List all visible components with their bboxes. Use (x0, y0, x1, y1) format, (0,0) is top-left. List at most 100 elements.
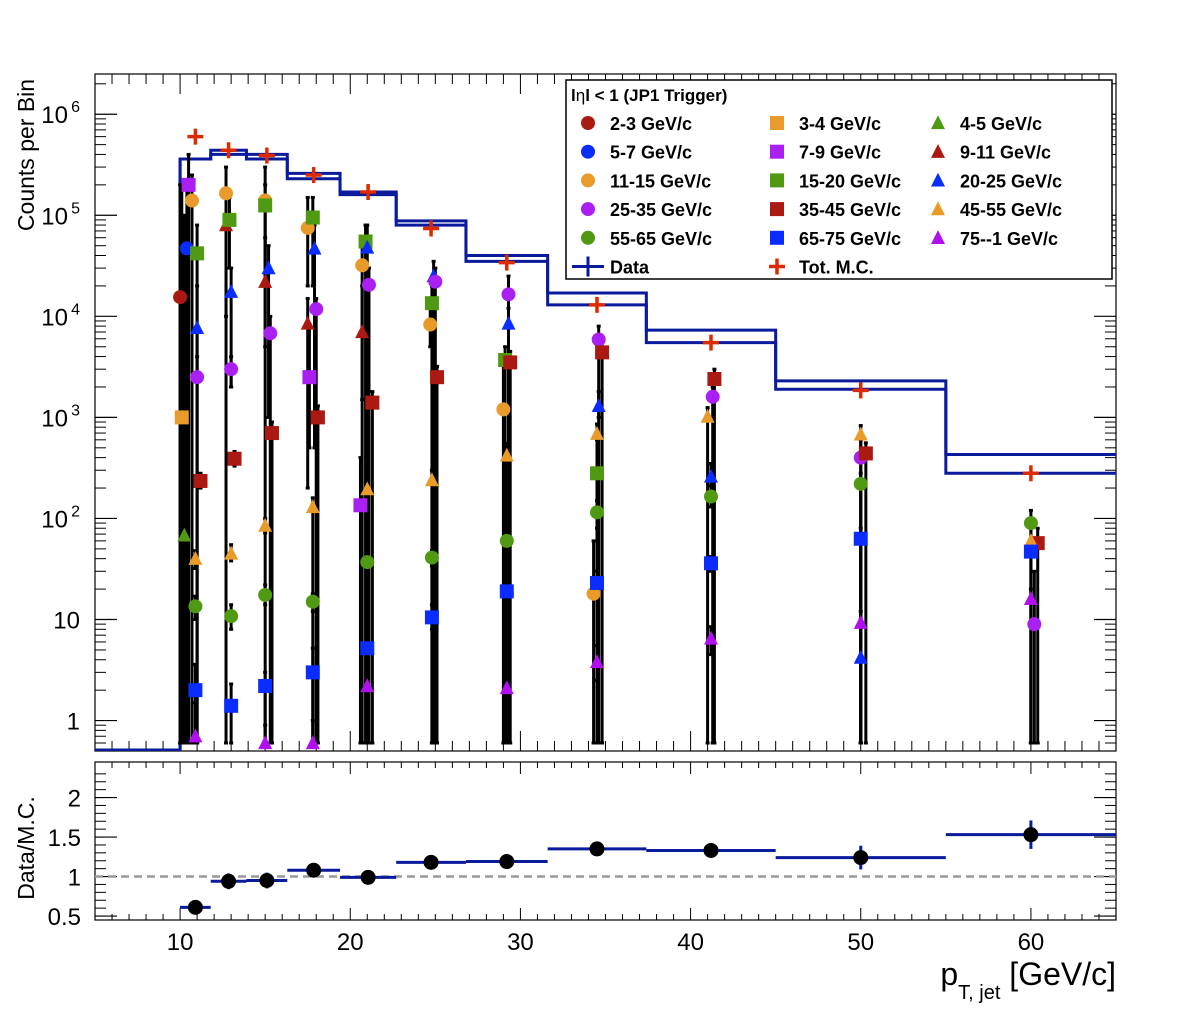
ratio-point (221, 873, 237, 889)
y-tick-exponent: 6 (71, 99, 80, 116)
legend-label-2: 3-4 GeV/c (799, 114, 881, 134)
series-point-6 (300, 315, 315, 330)
series-point-14 (305, 665, 320, 680)
x-tick-label: 20 (337, 929, 364, 956)
data-histogram (95, 152, 1116, 751)
legend-marker-15 (931, 230, 945, 244)
ratio-y-tick-label: 1 (68, 865, 81, 892)
legend-label-3: 4-5 GeV/c (960, 114, 1042, 134)
series-point-7 (586, 586, 601, 601)
series-point-10 (361, 277, 376, 292)
series-point-11 (264, 426, 279, 441)
legend-title-part: η (576, 86, 585, 105)
ratio-y-tick-label: 2 (68, 786, 81, 813)
series-point-13 (499, 533, 514, 548)
ratio-point (259, 873, 275, 888)
series-point-10 (190, 370, 205, 385)
series-point-12 (853, 426, 868, 441)
series-point-14 (1023, 544, 1038, 559)
ratio-y-tick-label: 1.5 (48, 825, 81, 852)
x-tick-label: 30 (507, 929, 534, 956)
series-point-13 (589, 505, 604, 520)
series-point-12 (360, 481, 375, 496)
ratio-point (589, 841, 605, 857)
y-tick-label: 10 (41, 506, 68, 533)
series-point-15 (360, 678, 375, 693)
legend-marker-9 (931, 172, 945, 187)
series-point-11 (595, 345, 610, 360)
x-tick-label: 50 (847, 929, 874, 956)
series-point-6 (355, 324, 370, 339)
legend-marker-7 (581, 173, 595, 188)
series-point-5 (353, 498, 368, 513)
series-point-14 (499, 584, 514, 599)
series-point-9 (261, 260, 276, 275)
series-point-15 (589, 654, 604, 669)
series-point-15 (853, 615, 868, 629)
series-point-2 (174, 410, 189, 425)
ratio-point (853, 850, 869, 866)
ratio-point (1023, 827, 1039, 843)
series-point-12 (700, 408, 715, 423)
legend-label-13: 55-65 GeV/c (610, 229, 712, 249)
ratio-point (187, 899, 203, 915)
series-point-14 (188, 683, 203, 698)
series-point-9 (591, 398, 606, 413)
series-point-9 (360, 239, 375, 254)
legend-label-11: 35-45 GeV/c (799, 200, 901, 220)
series-point-13 (305, 594, 320, 609)
series-point-13 (704, 489, 719, 504)
series-point-12 (188, 550, 203, 565)
series-point-8 (222, 212, 237, 227)
ratio-point (306, 862, 322, 878)
series-point-10 (428, 274, 443, 289)
series-point-8 (305, 210, 320, 225)
legend-marker-14 (770, 230, 784, 245)
series-point-11 (503, 355, 518, 370)
series-point-11 (430, 370, 445, 385)
series-point-11 (858, 446, 873, 461)
series-point-12 (305, 499, 320, 514)
series-point-9 (224, 284, 239, 298)
legend-label-8: 15-20 GeV/c (799, 171, 901, 191)
ratio-y-tick-label: 0.5 (48, 904, 81, 931)
series-point-7 (355, 258, 370, 273)
top-plot-contents (95, 128, 1116, 751)
x-axis-title-sub: T, jet (958, 982, 1001, 1004)
x-tick-label: 10 (167, 929, 194, 956)
series-point-11 (227, 451, 242, 466)
series-point-14 (853, 531, 868, 546)
series-point-7 (496, 402, 511, 417)
series-point-8 (589, 466, 604, 481)
series-point-12 (224, 545, 239, 560)
series-point-8 (424, 296, 439, 311)
series-point-12 (589, 425, 604, 440)
series-point-12 (499, 447, 514, 462)
legend-title: lηl < 1 (JP1 Trigger) (571, 86, 727, 105)
legend-marker-3 (931, 115, 945, 130)
y-tick-exponent: 4 (71, 301, 80, 318)
series-point-6 (258, 274, 273, 288)
top-y-axis-title: Counts per Bin (13, 79, 39, 231)
ratio-point (703, 842, 719, 858)
series-point-13 (1023, 516, 1038, 531)
x-axis-title-main: p (940, 956, 958, 992)
y-tick-exponent: 3 (71, 402, 80, 419)
series-point-11 (193, 473, 208, 488)
y-tick-label: 10 (41, 102, 68, 129)
series-point-15 (305, 735, 320, 750)
series-point-12 (424, 472, 439, 487)
y-tick-label: 10 (41, 405, 68, 432)
ratio-plot-area: 0.5 1 1.5 2 10 20 30 40 50 60 (48, 761, 1117, 956)
series-point-14 (589, 575, 604, 590)
series-point-13 (360, 555, 375, 570)
series-point-10 (591, 332, 606, 347)
series-point-12 (1023, 533, 1038, 548)
legend-label-4: 5-7 GeV/c (610, 143, 692, 163)
series-point-12 (258, 517, 273, 532)
y-tick-exponent: 5 (71, 200, 80, 217)
legend-label-data: Data (610, 258, 650, 278)
axis-labels: Counts per Bin Data/M.C. pT, jet [GeV/c] (13, 79, 1116, 1004)
series-point-7 (219, 186, 234, 201)
